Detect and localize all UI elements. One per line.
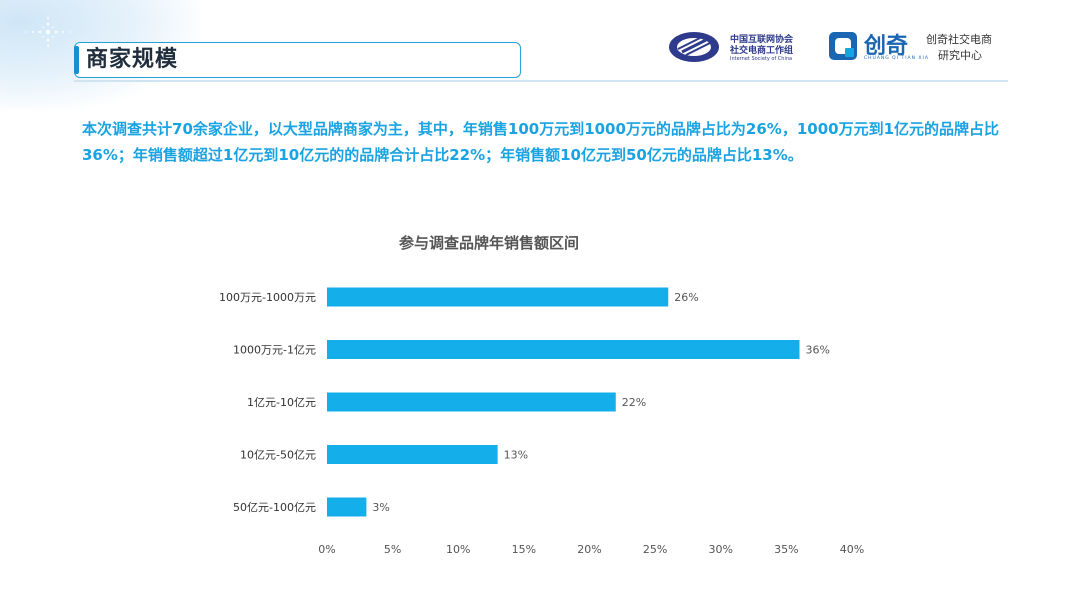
bar: [327, 287, 669, 307]
data-label: 22%: [622, 396, 646, 409]
x-tick-label: 20%: [577, 543, 601, 556]
category-label: 50亿元-100亿元: [233, 501, 316, 514]
data-label: 3%: [372, 501, 389, 514]
category-label: 1000万元-1亿元: [233, 344, 316, 357]
chuangqi-q-icon: [829, 32, 857, 60]
bar: [327, 445, 498, 464]
section-title-box: [74, 42, 521, 78]
chuangqi-brand: 创奇: [864, 34, 909, 59]
x-tick-label: 0%: [318, 543, 335, 556]
x-tick-label: 5%: [384, 543, 401, 556]
bar: [327, 340, 800, 359]
description-text: 本次调查共计70余家企业，以大型品牌商家为主，其中，年销售100万元到1000万…: [82, 120, 1000, 164]
data-label: 13%: [504, 449, 528, 462]
isc-logo-line1: 中国互联网协会: [730, 35, 794, 45]
category-label: 100万元-1000万元: [219, 291, 316, 304]
x-tick-label: 35%: [774, 543, 798, 556]
bar: [327, 497, 367, 517]
chuangqi-logo: 创奇 CHUANG QI TIAN XIA 创奇社交电商 研究中心: [828, 28, 1008, 68]
chuangqi-brand-sub: CHUANG QI TIAN XIA: [864, 56, 929, 61]
category-label: 10亿元-50亿元: [240, 449, 316, 462]
x-tick-label: 15%: [512, 543, 536, 556]
isc-logo-icon: [669, 32, 719, 62]
chuangqi-line2: 研究中心: [938, 49, 982, 62]
isc-logo-line2: 社交电商工作组: [730, 46, 794, 56]
category-label: 1亿元-10亿元: [247, 396, 316, 409]
sparkle-decoration: [25, 17, 71, 47]
isc-logo-line3: Internet Society of China: [730, 56, 793, 62]
page-title: 商家规模: [86, 47, 179, 72]
x-tick-label: 10%: [446, 543, 470, 556]
chuangqi-line1: 创奇社交电商: [926, 33, 992, 46]
chart-title: 参与调查品牌年销售额区间: [399, 234, 579, 252]
header-divider: [74, 80, 1008, 82]
data-label: 26%: [674, 291, 698, 304]
bar: [327, 392, 616, 412]
x-tick-label: 25%: [643, 543, 667, 556]
x-tick-label: 30%: [709, 543, 733, 556]
data-label: 36%: [806, 344, 830, 357]
title-accent-bar: [74, 46, 79, 74]
isc-logo: 中国互联网协会 社交电商工作组 Internet Society of Chin…: [668, 28, 818, 68]
x-tick-label: 40%: [840, 543, 864, 556]
